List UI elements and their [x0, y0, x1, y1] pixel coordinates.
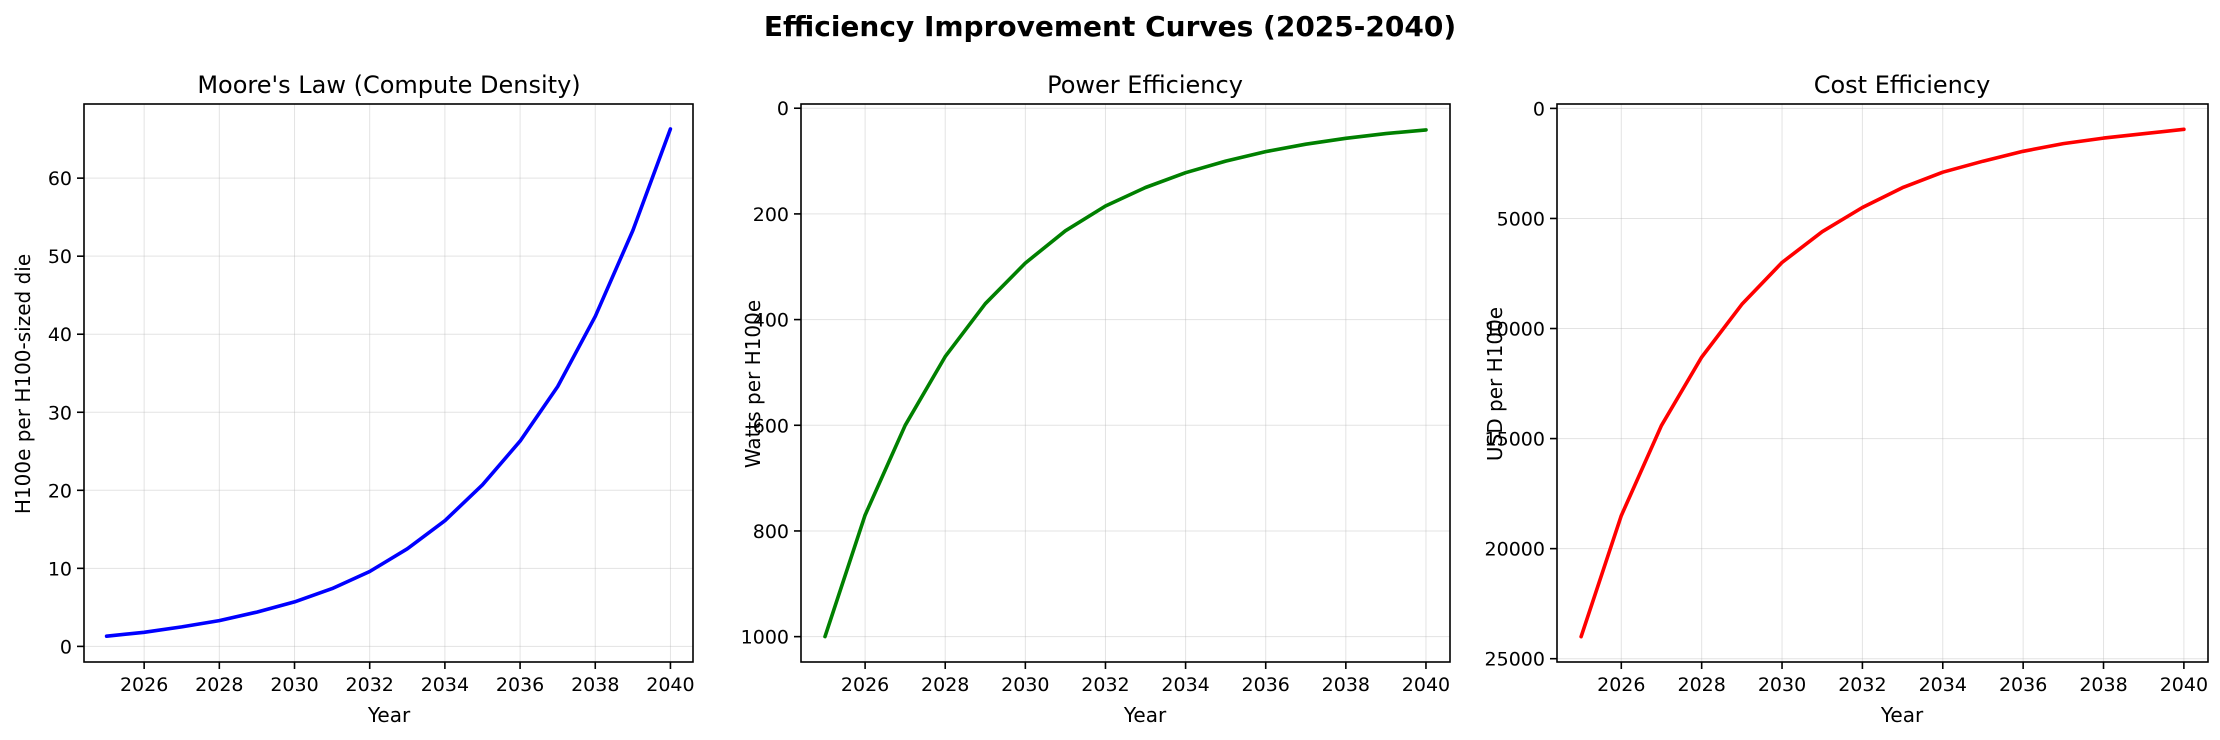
- y-tick-label: 5000: [1497, 208, 1545, 230]
- y-tick-label: 0: [777, 98, 789, 120]
- x-tick-label: 2028: [195, 674, 243, 696]
- x-tick-label: 2040: [646, 674, 694, 696]
- panel-title-power-efficiency: Power Efficiency: [1047, 71, 1243, 99]
- y-tick-label: 400: [753, 310, 789, 332]
- y-tick-label: 40: [48, 324, 72, 346]
- y-axis-label-power-efficiency: Watts per H100e: [741, 300, 765, 468]
- x-tick-label: 2030: [270, 674, 318, 696]
- x-axis-label-compute-density: Year: [367, 703, 411, 727]
- y-axis-label-cost-efficiency: USD per H100e: [1483, 307, 1507, 461]
- panel-compute-density: 2026 2028 2030 2032 2034 2036 2038 204001020304…: [11, 71, 695, 727]
- x-tick-label: 2026: [120, 674, 168, 696]
- y-tick-label: 15000: [1485, 429, 1545, 451]
- plot-frame: [83, 103, 694, 663]
- panel-cost-efficiency: 2026 2028 2030 2032 2034 2036 2038 2040 0 5000 100…: [1483, 71, 2209, 727]
- x-tick-label: 2032: [1081, 674, 1129, 696]
- axes-power-efficiency: 2026 2028 2030 2032 2034 2036 2038 2040 0 200 400 6…: [741, 98, 1451, 696]
- x-axis-label-cost-efficiency: Year: [1880, 703, 1924, 727]
- x-tick-label: 2026: [841, 674, 889, 696]
- x-tick-label: 2034: [421, 674, 469, 696]
- x-tick-label: 2030: [1758, 674, 1806, 696]
- x-tick-label: 2036: [1242, 674, 1290, 696]
- panel-title-cost-efficiency: Cost Efficiency: [1814, 71, 1991, 99]
- y-axis-label-compute-density: H100e per H100-sized die: [11, 254, 35, 514]
- grid-compute-density: [84, 104, 693, 662]
- y-tick-label: 30: [48, 402, 72, 424]
- y-tick-label: 20000: [1485, 539, 1545, 561]
- y-tick-label: 20: [48, 480, 72, 502]
- x-axis-label-power-efficiency: Year: [1123, 703, 1167, 727]
- x-tick-label: 2040: [2160, 674, 2208, 696]
- y-tick-label: 10: [48, 558, 72, 580]
- y-tick-label: 50: [48, 246, 72, 268]
- panel-title-compute-density: Moore's Law (Compute Density): [197, 71, 580, 99]
- y-tick-label: 1000: [741, 627, 789, 649]
- panel-power-efficiency: 2026 2028 2030 2032 2034 2036 2038 2040 0 200 400 6…: [741, 71, 1451, 727]
- y-tick-label: 0: [1533, 98, 1545, 120]
- x-tick-label: 2038: [2079, 674, 2127, 696]
- x-tick-label: 2030: [1001, 674, 1049, 696]
- x-tick-label: 2032: [346, 674, 394, 696]
- x-tick-label: 2038: [571, 674, 619, 696]
- x-tick-label: 2028: [921, 674, 969, 696]
- plot-frame: [800, 103, 1451, 663]
- y-tick-label: 200: [753, 204, 789, 226]
- y-tick-label: 60: [48, 168, 72, 190]
- y-tick-label: 0: [60, 636, 72, 658]
- x-tick-label: 2034: [1161, 674, 1209, 696]
- series-line: [1579, 127, 2186, 639]
- x-tick-label: 2032: [1838, 674, 1886, 696]
- x-tick-label: 2026: [1597, 674, 1645, 696]
- y-tick-label: 25000: [1485, 649, 1545, 671]
- series-line: [823, 128, 1428, 639]
- line-compute-density: [104, 127, 673, 639]
- axes-cost-efficiency: 2026 2028 2030 2032 2034 2036 2038 2040 0 5000 100…: [1485, 98, 2209, 696]
- grid-power-efficiency: [801, 104, 1450, 662]
- x-tick-label: 2036: [1999, 674, 2047, 696]
- line-power-efficiency: [823, 128, 1428, 639]
- series-line: [104, 127, 673, 639]
- x-tick-label: 2034: [1919, 674, 1967, 696]
- y-tick-label: 600: [753, 415, 789, 437]
- axes-compute-density: 2026 2028 2030 2032 2034 2036 2038 204001020304…: [48, 103, 695, 696]
- plot-frame: [1556, 103, 2209, 663]
- figure-title: Efficiency Improvement Curves (2025-2040…: [764, 10, 1456, 43]
- x-tick-label: 2036: [496, 674, 544, 696]
- line-cost-efficiency: [1579, 127, 2186, 639]
- grid-cost-efficiency: [1557, 104, 2208, 662]
- x-tick-label: 2038: [1322, 674, 1370, 696]
- y-tick-label: 10000: [1485, 319, 1545, 341]
- x-tick-label: 2040: [1402, 674, 1450, 696]
- y-tick-label: 800: [753, 521, 789, 543]
- x-tick-label: 2028: [1677, 674, 1725, 696]
